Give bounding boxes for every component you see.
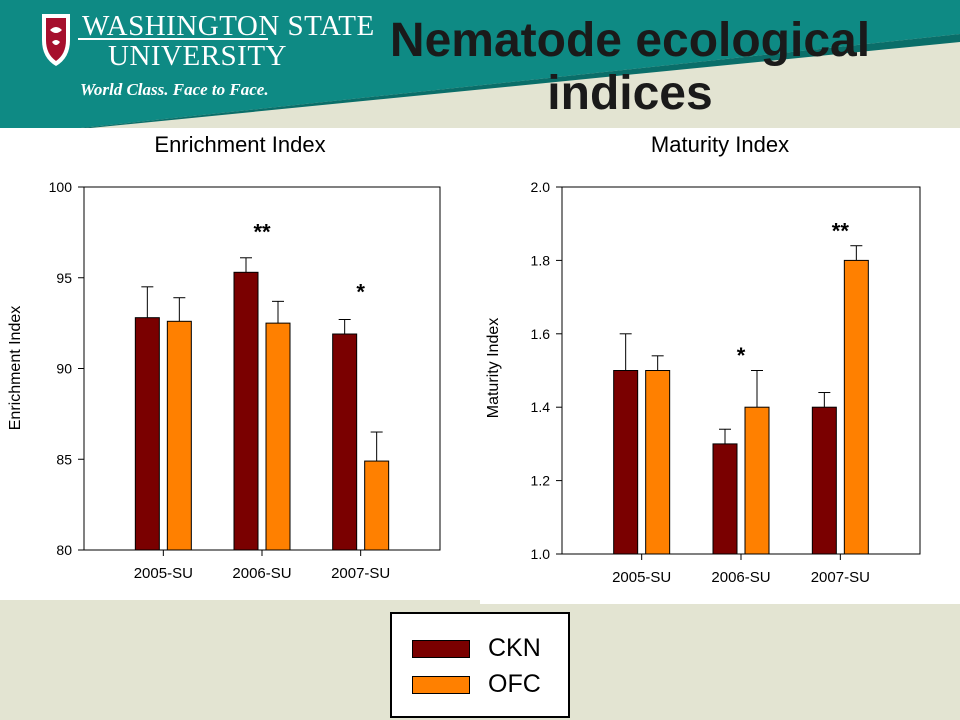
significance-annotation: ** [253,220,271,245]
x-tick-label: 2007-SU [331,565,390,582]
x-tick-label: 2005-SU [612,569,671,586]
y-tick-label: 90 [56,361,72,377]
x-tick-label: 2006-SU [711,569,770,586]
bar [364,460,390,551]
y-tick-label: 2.0 [531,179,551,195]
y-tick-label: 95 [56,270,72,286]
bar [811,406,837,555]
maturity-chart-title: Maturity Index [650,132,790,157]
bar [645,370,671,555]
slide-title-line2: indices [547,67,713,120]
y-tick-label: 1.8 [531,252,551,268]
logo-tagline: World Class. Face to Face. [80,80,269,99]
y-axis-label: Maturity Index [485,318,502,418]
x-tick-label: 2006-SU [232,565,291,582]
y-tick-label: 1.6 [531,326,551,342]
enrichment-chart: 80 85 90 95 100 Enrichment Index 2005-SU 2006-S… [7,179,441,582]
bar [265,322,291,551]
chart-legend: CKN OFC [390,612,570,718]
y-tick-label: 1.4 [531,399,551,415]
y-tick-label: 85 [56,451,72,467]
legend-label-ckn: CKN [488,634,541,662]
wsu-logo-icon [42,14,70,66]
legend-swatch-ckn [412,640,470,658]
y-axis-label: Enrichment Index [7,306,24,431]
x-tick-label: 2007-SU [811,569,870,586]
x-tick-label: 2005-SU [134,565,193,582]
enrichment-chart-title: Enrichment Index [154,132,326,157]
significance-annotation: ** [832,218,850,243]
slide-title: Nematode ecological indices [300,14,960,120]
significance-annotation: * [356,280,365,305]
bar [166,320,192,551]
y-tick-label: 100 [49,179,73,195]
logo-divider [78,38,268,40]
legend-label-ofc: OFC [488,670,541,698]
bar [613,370,639,555]
bar [332,333,358,551]
enrichment-chart-panel: Enrichment Index 80 85 90 95 100 Enrichment I… [0,128,480,600]
legend-swatch-ofc [412,676,470,694]
bar [134,317,160,551]
bar [233,271,259,551]
logo-wordmark-line1: WASHINGTON STATE [82,10,375,42]
y-tick-label: 1.0 [531,546,551,562]
significance-annotation: * [737,343,746,368]
y-tick-label: 80 [56,542,72,558]
maturity-chart: 1.0 1.2 1.4 1.6 1.8 2.0 Maturity Index 2005-SU 2… [485,179,921,586]
logo-wordmark-line2: UNIVERSITY [108,40,287,72]
y-tick-label: 1.2 [531,473,551,489]
maturity-chart-panel: Maturity Index 1.0 1.2 1.4 1.6 1.8 2.0 Maturit… [480,128,960,604]
header-banner [0,0,960,130]
bar [843,259,869,555]
banner-shape [0,0,960,130]
bar [744,406,770,555]
banner-edge [62,34,960,130]
bar [712,443,738,555]
slide-title-line1: Nematode ecological [389,14,871,67]
